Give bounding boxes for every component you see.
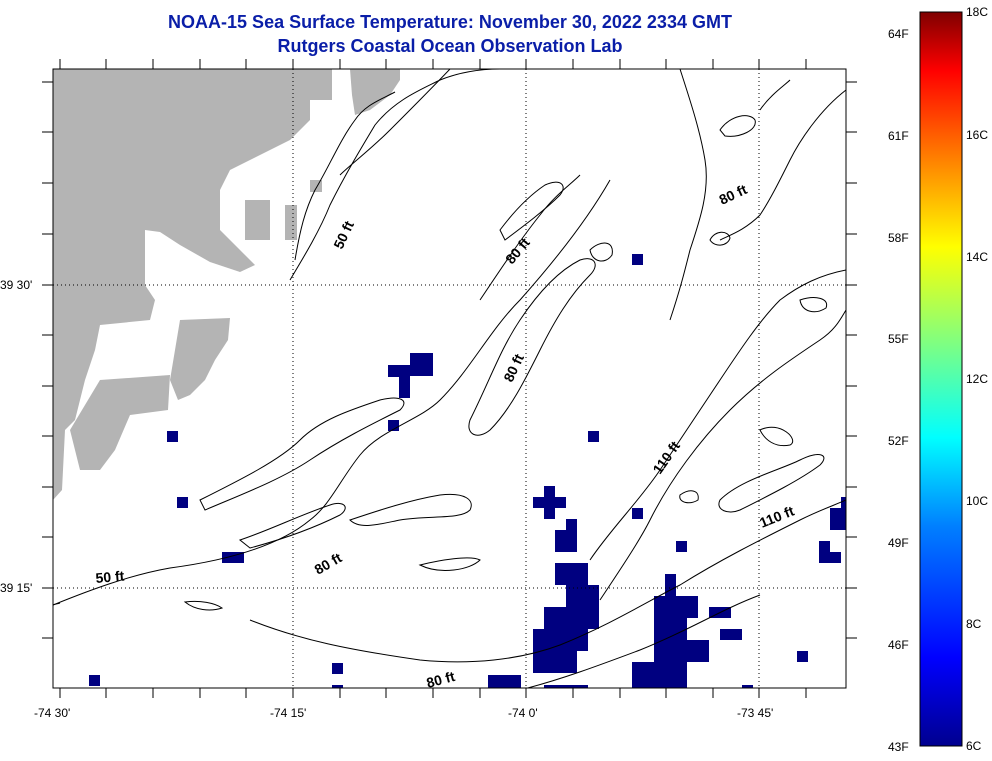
colorbar-f-label: 64F: [888, 27, 909, 41]
graticule: [53, 69, 846, 688]
colorbar-f-label: 58F: [888, 231, 909, 245]
colorbar: [919, 11, 963, 747]
colorbar-c-label: 16C: [966, 128, 989, 142]
sst-pixels: [89, 254, 846, 688]
colorbar-c-label: 8C: [966, 617, 982, 631]
lon-label: -74 0': [508, 706, 538, 720]
colorbar-c-label: 14C: [966, 250, 989, 264]
colorbar-f-label: 46F: [888, 638, 909, 652]
colorbar-c-label: 12C: [966, 372, 989, 386]
contour-label: 50 ft: [95, 568, 125, 586]
isobath-contours: [53, 69, 846, 688]
lon-label: -74 30': [34, 706, 71, 720]
colorbar-c-label: 18C: [966, 5, 989, 19]
colorbar-c-label: 6C: [966, 739, 982, 753]
map-title: NOAA-15 Sea Surface Temperature: Novembe…: [168, 12, 732, 32]
lat-label: 39 30': [0, 278, 33, 292]
colorbar-f-label: 43F: [888, 740, 909, 754]
colorbar-f-label: 55F: [888, 332, 909, 346]
lat-label: 39 15': [0, 581, 33, 595]
colorbar-f-label: 49F: [888, 536, 909, 550]
contour-label: 80 ft: [425, 668, 457, 691]
colorbar-f-label: 61F: [888, 129, 909, 143]
lon-label: -74 15': [270, 706, 307, 720]
colorbar-f-label: 52F: [888, 434, 909, 448]
land-mass: [53, 69, 332, 500]
colorbar-c-label: 10C: [966, 494, 989, 508]
map-subtitle: Rutgers Coastal Ocean Observation Lab: [277, 36, 623, 56]
lon-label: -73 45': [737, 706, 774, 720]
